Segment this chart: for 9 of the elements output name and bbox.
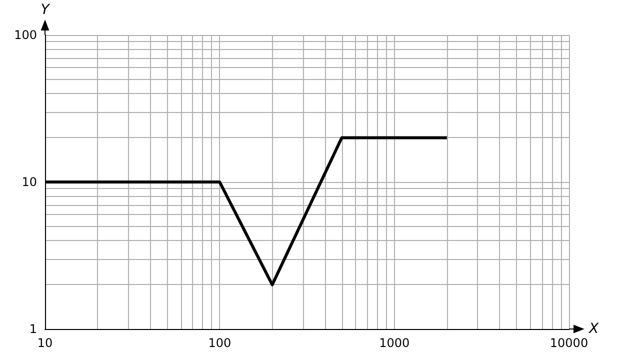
y-tick-label: 10 xyxy=(22,175,37,189)
y-tick-label: 100 xyxy=(14,28,37,42)
x-tick-label: 100 xyxy=(208,336,232,350)
y-axis-title: Y xyxy=(40,2,51,18)
y-tick-label: 1 xyxy=(29,322,37,336)
x-tick-label: 10000 xyxy=(550,336,588,350)
x-tick-label: 10 xyxy=(37,336,53,350)
x-tick-label: 1000 xyxy=(379,336,410,350)
x-axis-title: X xyxy=(588,321,599,337)
